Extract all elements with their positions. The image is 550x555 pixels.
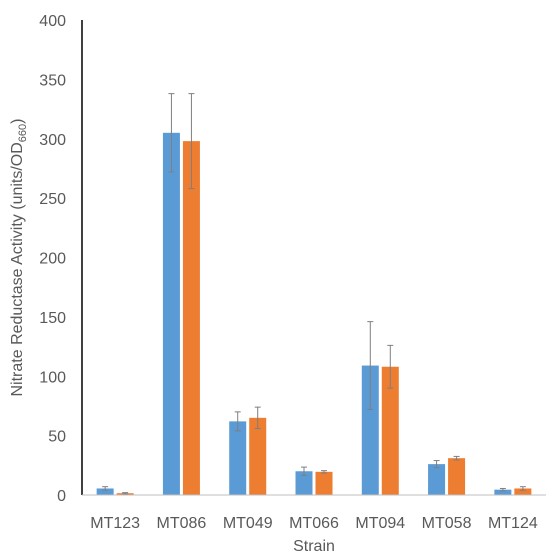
y-tick-label: 300	[39, 132, 66, 149]
x-axis-title: Strain	[293, 538, 335, 555]
error-bar-mt058-series-1	[433, 460, 440, 469]
x-tick-label-mt123: MT123	[90, 515, 140, 532]
y-tick-label: 400	[39, 13, 66, 30]
bar-mt124-series-2	[514, 488, 532, 495]
bar-mt058-series-2	[448, 458, 466, 495]
error-bars-group	[102, 93, 526, 495]
x-tick-label-mt086: MT086	[157, 515, 207, 532]
error-bar-mt123-series-1	[102, 486, 109, 491]
x-tick-label-mt094: MT094	[355, 515, 405, 532]
x-axis-tick-labels: MT123 MT086 MT049 MT066 MT094 MT058 MT124	[90, 515, 538, 532]
y-tick-label: 50	[48, 429, 66, 446]
bar-mt086-series-1	[162, 132, 180, 495]
bars-group	[96, 132, 532, 495]
y-axis-title: Nitrate Reductase Activity (units/OD660)	[9, 119, 29, 397]
x-tick-label-mt058: MT058	[422, 515, 472, 532]
y-axis-title-main: Nitrate Reductase Activity (units/OD	[9, 142, 26, 396]
bar-mt094-series-2	[381, 366, 399, 495]
error-bar-mt094-series-2	[387, 344, 394, 389]
error-bar-mt124-series-2	[519, 486, 526, 491]
x-tick-label-mt049: MT049	[223, 515, 273, 532]
error-bar-mt066-series-1	[301, 466, 307, 476]
bar-mt123-series-1	[96, 488, 114, 495]
y-axis-ticks: 0 50 100 150 200 250 300 350 400	[39, 13, 66, 505]
y-axis-title-subscript: 660	[17, 124, 29, 142]
y-tick-label: 250	[39, 191, 66, 208]
y-tick-label: 0	[57, 488, 66, 505]
x-tick-label-mt124: MT124	[488, 515, 538, 532]
bar-mt049-series-2	[249, 417, 267, 495]
bar-mt058-series-1	[428, 464, 446, 495]
x-tick-label-mt066: MT066	[289, 515, 339, 532]
error-bar-mt049-series-2	[254, 406, 261, 429]
error-bar-mt058-series-2	[453, 455, 460, 461]
bar-mt124-series-1	[494, 489, 512, 495]
bar-mt094-series-1	[361, 365, 379, 495]
bar-mt049-series-1	[229, 421, 247, 495]
bar-mt066-series-2	[315, 471, 333, 495]
bar-mt086-series-2	[182, 141, 200, 495]
error-bar-mt123-series-2	[122, 492, 129, 495]
error-bar-mt086-series-2	[188, 93, 195, 190]
bar-mt066-series-1	[295, 471, 313, 495]
y-tick-label: 150	[39, 310, 66, 327]
y-tick-label: 100	[39, 369, 66, 386]
error-bar-mt049-series-1	[234, 411, 241, 432]
error-bar-mt086-series-1	[168, 93, 175, 173]
error-bar-mt066-series-2	[321, 470, 327, 474]
y-tick-label: 350	[39, 72, 66, 89]
y-tick-label: 200	[39, 251, 66, 268]
error-bar-mt124-series-1	[499, 487, 506, 492]
error-bar-mt094-series-1	[367, 321, 374, 410]
y-axis-title-close: )	[9, 119, 26, 124]
